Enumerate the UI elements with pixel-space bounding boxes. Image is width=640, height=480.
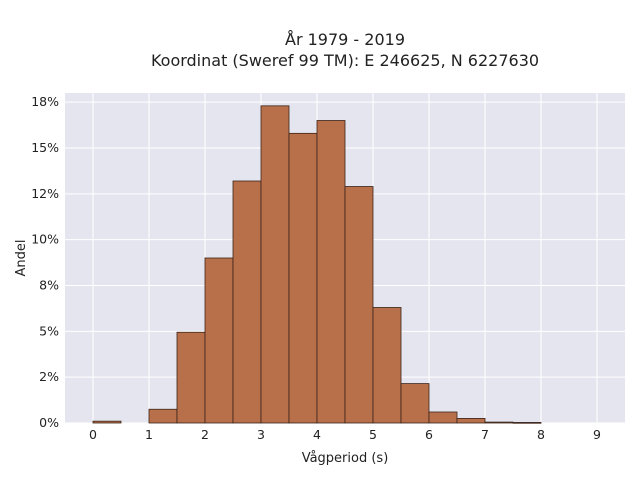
histogram-bar-7 — [288, 132, 318, 424]
x-tick-label-6: 6 — [425, 427, 433, 442]
y-tick-label-0: 0% — [39, 415, 59, 430]
histogram-bar-13 — [456, 418, 486, 424]
histogram-bar-10 — [372, 307, 402, 424]
histogram-bar-9 — [344, 186, 374, 424]
histogram-bar-12 — [428, 411, 458, 424]
y-tick-label-5: 12% — [31, 186, 59, 201]
x-tick-label-5: 5 — [369, 427, 377, 442]
histogram-bar-14 — [484, 421, 514, 424]
histogram-bar-15 — [512, 422, 542, 424]
histogram-bar-6 — [260, 105, 290, 424]
x-tick-label-8: 8 — [537, 427, 545, 442]
x-tick-label-9: 9 — [593, 427, 601, 442]
x-tick-label-4: 4 — [313, 427, 321, 442]
x-tick-label-1: 1 — [145, 427, 153, 442]
histogram-bar-3 — [176, 331, 206, 424]
histogram-bar-8 — [316, 120, 346, 424]
y-tick-label-2: 5% — [39, 323, 59, 338]
y-tick-label-7: 18% — [31, 94, 59, 109]
x-axis-label: Vågperiod (s) — [302, 451, 389, 466]
x-tick-label-2: 2 — [201, 427, 209, 442]
x-tick-label-0: 0 — [89, 427, 97, 442]
x-tick-label-3: 3 — [257, 427, 265, 442]
y-tick-label-6: 15% — [31, 140, 59, 155]
chart-title-line-1: År 1979 - 2019 — [285, 30, 405, 49]
y-tick-label-1: 2% — [39, 369, 59, 384]
histogram-bar-11 — [400, 383, 430, 424]
x-tick-label-7: 7 — [481, 427, 489, 442]
y-tick-label-3: 8% — [39, 278, 59, 293]
histogram-bar-2 — [148, 408, 178, 424]
y-axis-label: Andel — [14, 240, 29, 277]
histogram-bar-5 — [232, 180, 262, 424]
plot-area: 0 1 2 3 4 5 6 7 8 9 0% 2% 5% 8% 10% 12% 15% 18% — [31, 93, 625, 442]
y-tick-label-4: 10% — [31, 232, 59, 247]
histogram-bar-0 — [92, 420, 122, 424]
histogram-bar-4 — [204, 257, 234, 424]
chart-title-line-2: Koordinat (Sweref 99 TM): E 246625, N 62… — [151, 51, 539, 70]
